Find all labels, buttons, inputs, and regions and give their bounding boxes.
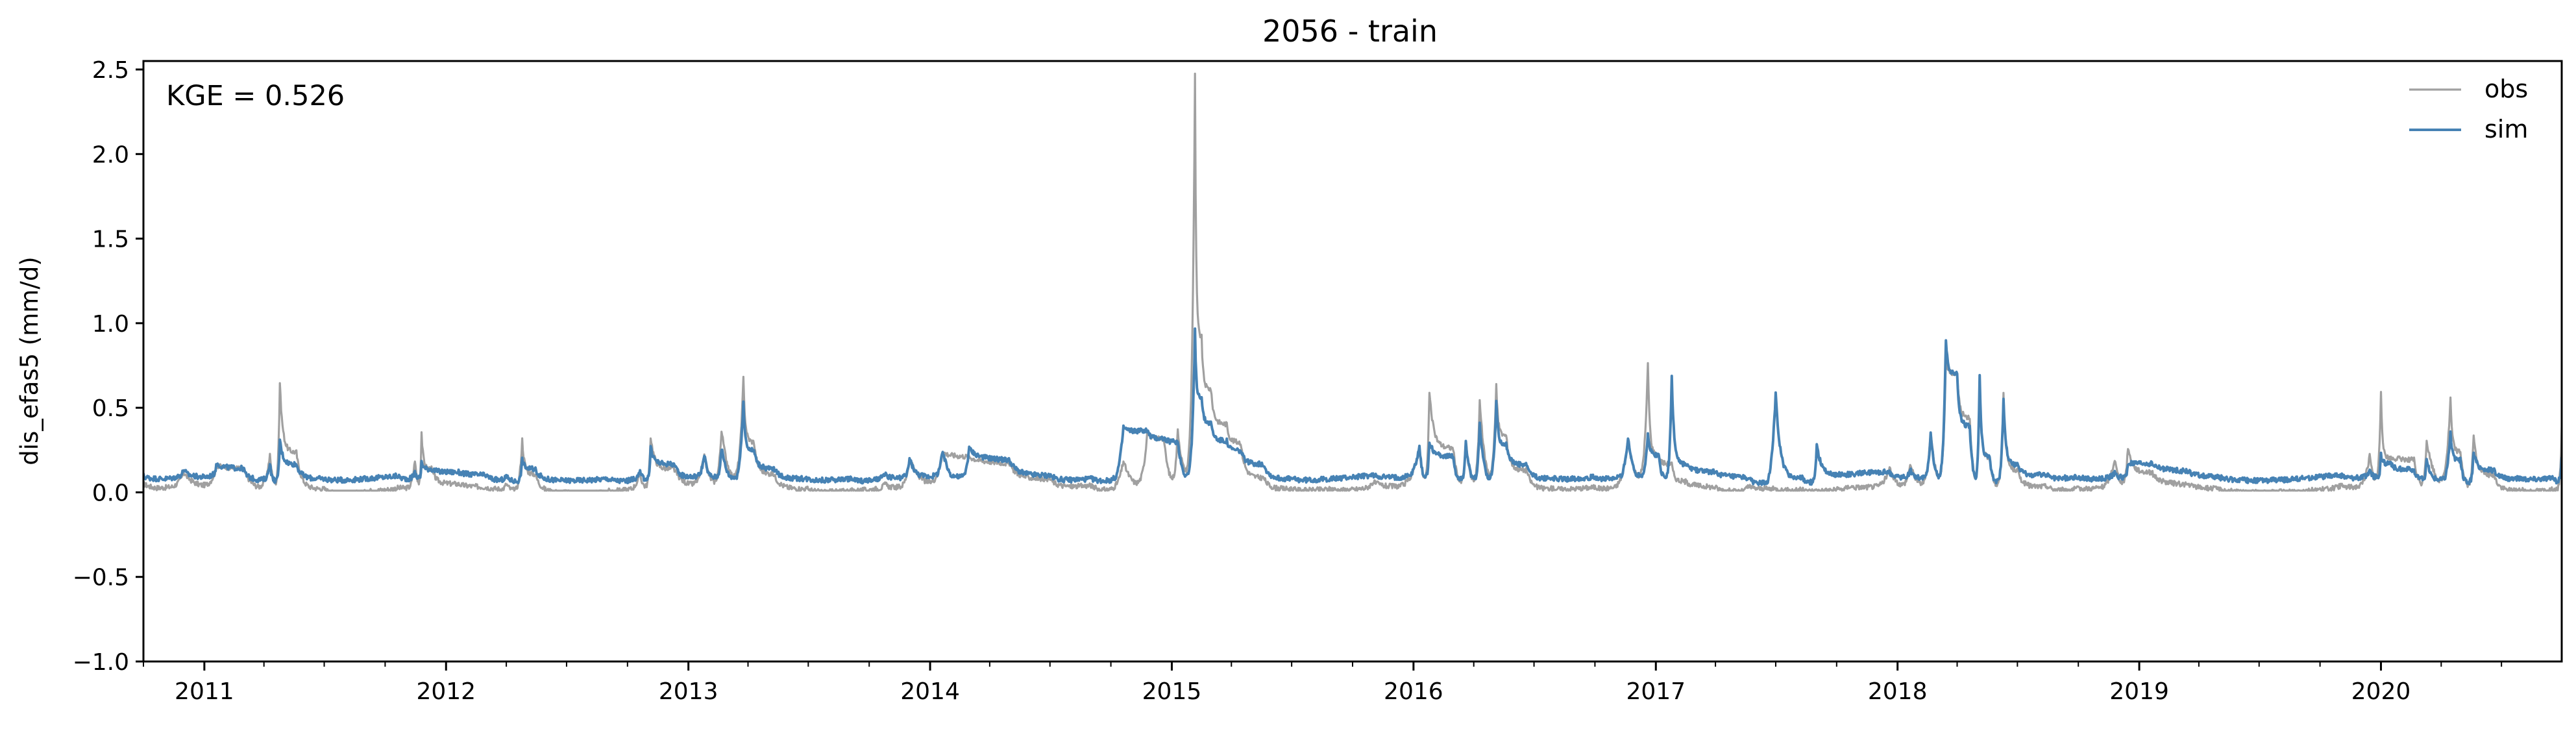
series-layer [143, 72, 2562, 492]
series-line-obs [143, 72, 2562, 492]
y-tick-label: 1.0 [92, 311, 129, 338]
y-tick-label: −0.5 [73, 565, 129, 591]
y-tick-label: 0.0 [92, 480, 129, 506]
legend: obs sim [2409, 75, 2528, 143]
x-tick-label: 2015 [1142, 678, 1202, 705]
y-tick-label: 2.0 [92, 142, 129, 168]
kge-annotation: KGE = 0.526 [166, 80, 345, 112]
x-tick-label: 2013 [659, 678, 718, 705]
y-tick-label: 2.5 [92, 57, 129, 84]
y-tick-label: −1.0 [73, 649, 129, 676]
plot-area [143, 72, 2562, 492]
y-axis: −1.0 −0.5 0.0 0.5 1.0 1.5 2.0 2.5 [73, 57, 143, 676]
x-axis: 2011 2012 2013 2014 2015 2016 2017 2018 2019 2020 [143, 661, 2503, 705]
x-tick-label: 2016 [1384, 678, 1443, 705]
chart-title: 2056 - train [1262, 14, 1438, 49]
x-tick-label: 2011 [175, 678, 234, 705]
series-line-sim [143, 327, 2562, 486]
x-tick-label: 2020 [2351, 678, 2411, 705]
x-tick-label: 2017 [1626, 678, 1686, 705]
legend-label-sim: sim [2484, 115, 2528, 143]
x-tick-label: 2018 [1868, 678, 1928, 705]
x-tick-label: 2014 [900, 678, 960, 705]
y-tick-label: 0.5 [92, 395, 129, 422]
y-tick-label: 1.5 [92, 227, 129, 253]
x-tick-label: 2019 [2109, 678, 2169, 705]
y-axis-label: dis_efas5 (mm/d) [16, 256, 43, 465]
x-tick-label: 2012 [416, 678, 476, 705]
legend-label-obs: obs [2484, 75, 2528, 103]
